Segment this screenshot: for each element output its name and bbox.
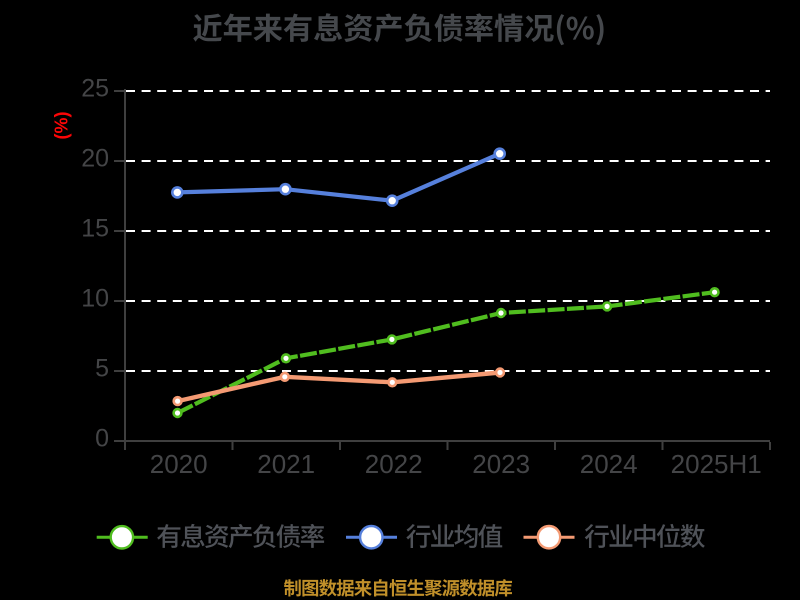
svg-text:10: 10 xyxy=(81,285,109,313)
svg-text:2023: 2023 xyxy=(472,449,530,479)
svg-text:2025H1: 2025H1 xyxy=(671,449,762,479)
svg-text:15: 15 xyxy=(81,215,109,243)
svg-text:20: 20 xyxy=(81,145,109,173)
svg-text:(%): (%) xyxy=(52,112,72,140)
svg-text:2024: 2024 xyxy=(580,449,638,479)
svg-text:2022: 2022 xyxy=(365,449,423,479)
svg-text:25: 25 xyxy=(81,75,109,103)
svg-text:2021: 2021 xyxy=(257,449,315,479)
svg-text:5: 5 xyxy=(95,355,109,383)
svg-text:0: 0 xyxy=(95,425,109,453)
svg-text:2020: 2020 xyxy=(150,449,208,479)
